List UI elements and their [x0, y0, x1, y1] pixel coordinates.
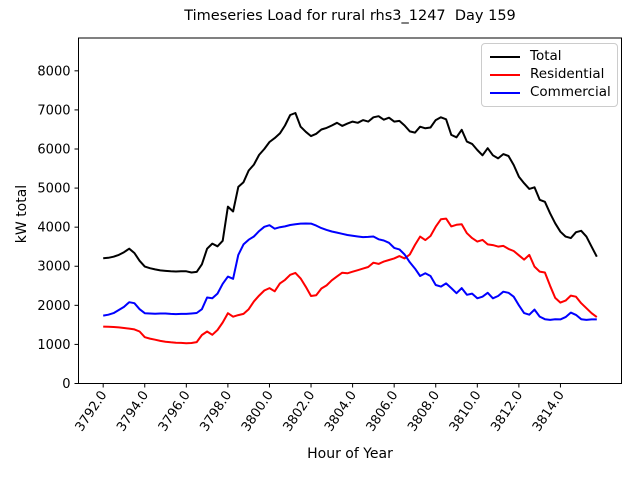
y-tick-label: 2000 [37, 299, 70, 314]
x-tick-label: 3806.0 [364, 388, 402, 434]
y-tick-label: 4000 [37, 221, 70, 236]
y-tick-label: 0 [62, 377, 70, 392]
x-tick-label: 3802.0 [280, 388, 318, 434]
total-line-swatch [490, 56, 520, 58]
residential-line-swatch [490, 74, 520, 76]
x-tick-label: 3792.0 [73, 388, 111, 434]
legend-entry-residential: Residential [482, 66, 617, 84]
residential-line [103, 217, 598, 345]
commercial-line [103, 222, 597, 321]
y-tick-label: 7000 [37, 103, 70, 118]
y-tick-label: 5000 [37, 182, 70, 197]
x-tick-label: 3814.0 [530, 388, 568, 434]
y-tick-label: 3000 [37, 260, 70, 275]
x-tick-label: 3800.0 [239, 388, 277, 434]
x-tick-label: 3808.0 [405, 388, 443, 434]
legend-entry-total: Total [482, 48, 617, 66]
x-tick-label: 3798.0 [197, 388, 235, 434]
legend-label-total: Total [530, 48, 562, 65]
y-tick-label: 6000 [37, 142, 70, 157]
x-axis-label: Hour of Year [307, 446, 393, 462]
y-tick-label: 8000 [37, 64, 70, 79]
chart-title: Timeseries Load for rural rhs3_1247 Day … [184, 8, 516, 24]
x-tick-label: 3804.0 [322, 388, 360, 434]
axes-border [78, 37, 622, 384]
legend: Total Residential Commercial [481, 43, 618, 107]
legend-label-residential: Residential [530, 66, 605, 83]
total-line [103, 112, 598, 274]
legend-label-commercial: Commercial [530, 84, 611, 101]
legend-entry-commercial: Commercial [482, 84, 617, 102]
x-tick-label: 3796.0 [156, 388, 194, 434]
x-tick-label: 3812.0 [488, 388, 526, 434]
y-tick-label: 1000 [37, 338, 70, 353]
x-tick-label: 3794.0 [114, 388, 152, 434]
x-tick-label: 3810.0 [447, 388, 485, 434]
commercial-line-swatch [490, 92, 520, 94]
y-axis-label: kW total [14, 184, 30, 244]
